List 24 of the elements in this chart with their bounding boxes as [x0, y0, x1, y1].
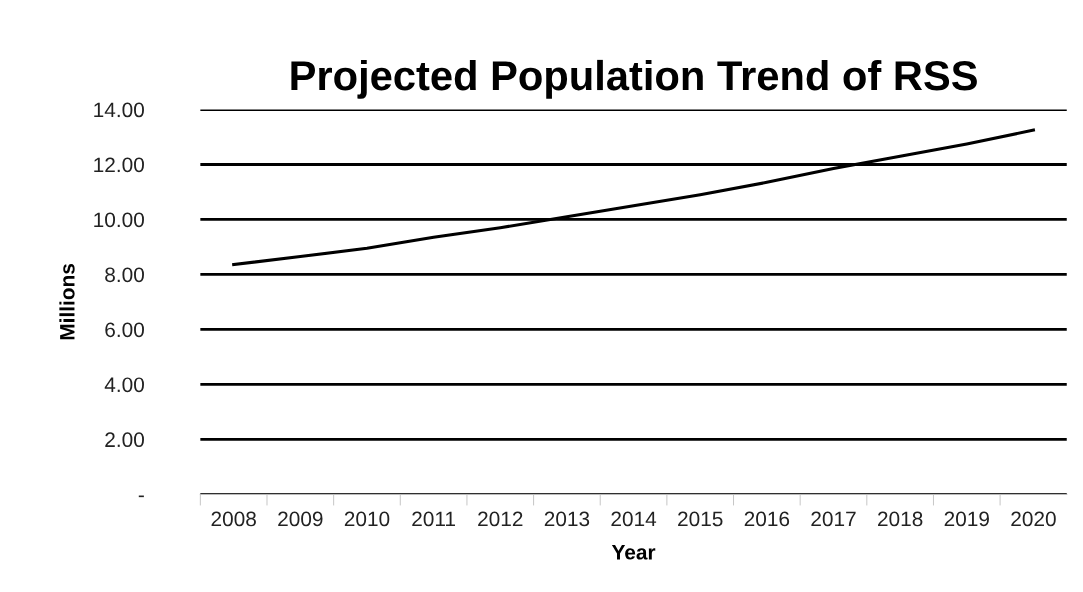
x-tick-label: 2010: [344, 511, 390, 527]
x-tick-label: 2020: [1011, 511, 1056, 527]
y-tick-label: 2.00: [105, 432, 144, 448]
x-tick-label: 2018: [878, 511, 923, 527]
y-axis-title: Millions: [59, 264, 75, 340]
y-tick-label: 8.00: [105, 267, 144, 283]
x-axis-title: Year: [611, 545, 656, 560]
x-tick-label: 2008: [211, 511, 256, 527]
x-tick-label: 2015: [678, 511, 723, 527]
y-tick-label: 10.00: [94, 212, 144, 228]
x-tick-label: 2013: [544, 511, 590, 527]
y-tick-label: 14.00: [94, 102, 144, 118]
y-tick-label: 12.00: [94, 157, 144, 173]
y-tick-label: 6.00: [105, 322, 144, 338]
x-tick-label: 2017: [811, 511, 856, 527]
x-tick-label: 2014: [611, 511, 657, 527]
y-tick-label: -: [138, 495, 144, 498]
x-tick-label: 2009: [278, 511, 323, 527]
x-tick-label: 2016: [744, 511, 790, 527]
chart-title: Projected Population Trend of RSS: [291, 59, 977, 99]
y-tick-label: 4.00: [104, 377, 144, 393]
x-tick-label: 2019: [944, 511, 989, 527]
x-tick-label: 2012: [478, 511, 523, 527]
x-tick-label: 2011: [412, 511, 456, 527]
